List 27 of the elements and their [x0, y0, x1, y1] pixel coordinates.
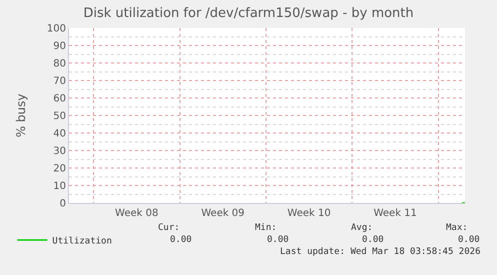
y-tick-label: 70 — [53, 76, 66, 87]
text: 0.00 — [170, 235, 192, 245]
y-tick-label: 0 — [60, 198, 66, 210]
text: Cur: — [158, 223, 180, 233]
text: Avg: — [351, 223, 373, 233]
text: Min: — [255, 223, 277, 233]
y-tick-label: 60 — [53, 94, 66, 104]
text: 0.00 — [267, 235, 289, 245]
y-axis-title: % busy — [14, 94, 28, 138]
y-tick-label: 10 — [53, 181, 66, 192]
legend-label: Utilization — [52, 236, 112, 247]
x-tick-label: Week 08 — [115, 208, 158, 219]
y-tick-label: 20 — [53, 164, 66, 174]
text: Max: — [446, 223, 468, 233]
y-tick-label: 50 — [53, 111, 66, 122]
x-tick-label: Week 09 — [201, 208, 245, 219]
x-tick-label: Week 10 — [287, 208, 331, 219]
y-tick-label: 90 — [53, 41, 66, 52]
text: Last update: Wed Mar 18 03:58:45 2026 — [280, 247, 480, 257]
text: 0.00 — [362, 235, 384, 245]
text: 0.00 — [458, 235, 480, 245]
y-tick-label: 30 — [53, 146, 66, 157]
y-tick-label: 100 — [46, 24, 66, 34]
y-tick-label: 80 — [53, 58, 66, 70]
x-tick-label: Week 11 — [374, 208, 417, 219]
y-tick-label: 40 — [53, 128, 66, 140]
chart-title: Disk utilization for /dev/cfarm150/swap - by month — [83, 6, 414, 22]
